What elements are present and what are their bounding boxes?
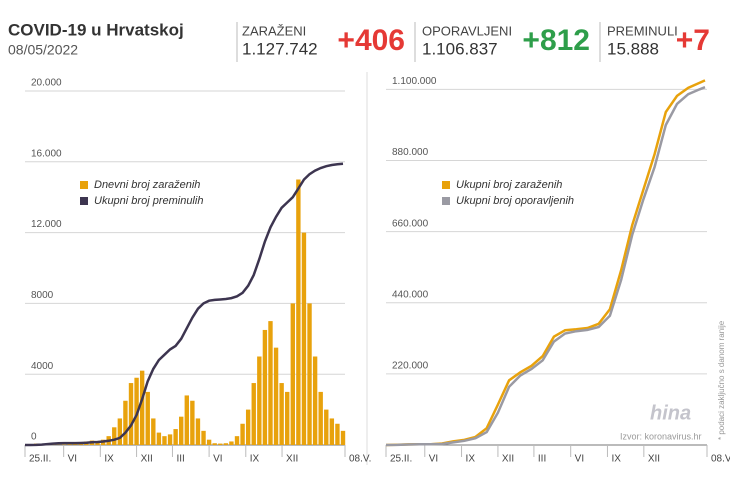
bar [151,418,156,445]
bar [279,383,284,445]
bar [318,391,323,445]
bar [262,329,268,445]
bar [156,432,162,445]
legend-label: Ukupni broj preminulih [94,195,203,207]
bar [234,436,240,445]
stat-label: OPORAVLJENI [422,23,512,38]
bar [195,418,201,445]
bar [296,179,301,445]
bar [190,400,195,445]
bar [340,430,346,445]
stat-label: PREMINULI [607,23,678,38]
x-tick-label: XII [286,454,298,465]
bar [251,383,256,445]
legend-label: Ukupni broj oporavljenih [456,195,574,207]
source: Izvor: koronavirus.hr [620,431,702,441]
x-tick-label: 25.II. [390,454,412,465]
bar [112,427,117,445]
stat-total: 15.888 [607,39,659,58]
bar [167,434,173,445]
bar [128,383,134,445]
x-tick-label: VI [68,454,77,465]
bar [201,430,206,445]
bar [335,423,340,445]
bar [212,443,217,445]
bar [145,391,150,445]
line [385,86,706,447]
x-tick-label: XII [648,454,660,465]
y-tick-label: 1.100.000 [392,76,437,87]
bar [179,416,184,445]
legend-swatch [80,181,88,189]
bar [290,303,295,445]
stat-delta: +7 [676,24,710,57]
x-tick-label: IX [250,454,260,465]
title: COVID-19 u Hrvatskoj [8,20,184,39]
bar [268,321,273,445]
bar [324,409,329,445]
bar [240,423,245,445]
y-tick-label: 12.000 [31,219,62,230]
legend-swatch [442,197,450,205]
x-tick-label: 08.V. [711,454,730,465]
stat-delta: +812 [522,24,590,57]
y-tick-label: 660.000 [392,218,429,229]
x-tick-label: III [176,454,184,465]
bar [245,409,251,445]
bar [139,370,145,445]
note: * podaci zaključno s danom ranije [717,320,726,440]
x-tick-label: IX [104,454,114,465]
legend-swatch [80,197,88,205]
stat-delta: +406 [337,24,405,57]
legend-swatch [442,181,450,189]
x-tick-label: IX [466,454,476,465]
y-tick-label: 16.000 [31,148,62,159]
y-tick-label: 8000 [31,290,54,301]
logo: hina [650,402,691,424]
stat-total: 1.127.742 [242,39,318,58]
bar [285,391,290,445]
x-tick-label: VI [213,454,222,465]
y-tick-label: 220.000 [392,361,429,372]
x-tick-label: VI [575,454,584,465]
bar [162,436,167,445]
line [385,79,706,447]
bar [206,439,212,445]
bar [273,347,279,445]
date: 08/05/2022 [8,42,78,58]
y-tick-label: 0 [31,432,37,443]
stat-label: ZARAŽENI [242,23,306,38]
bar [218,443,223,445]
x-tick-label: XII [502,454,514,465]
stat-total: 1.106.837 [422,39,498,58]
bar [67,444,72,445]
bar [184,395,189,445]
bar [229,441,234,445]
bar [257,356,262,445]
legend-label: Dnevni broj zaraženih [94,179,200,191]
y-tick-label: 20.000 [31,78,62,89]
x-tick-label: 25.II. [29,454,51,465]
bar [307,303,312,445]
bar [123,400,128,445]
bar [329,418,335,445]
y-tick-label: 880.000 [392,147,429,158]
x-tick-label: VI [429,454,438,465]
bar [173,429,178,445]
x-tick-label: IX [611,454,621,465]
line [25,162,344,447]
bar [117,418,123,445]
x-tick-label: XII [141,454,153,465]
y-tick-label: 4000 [31,361,54,372]
y-tick-label: 440.000 [392,289,429,300]
x-tick-label: III [538,454,546,465]
legend-label: Ukupni broj zaraženih [456,179,562,191]
bar [312,356,318,445]
x-tick-label: 08.V. [349,454,371,465]
bar [223,443,229,445]
bar [301,232,307,445]
